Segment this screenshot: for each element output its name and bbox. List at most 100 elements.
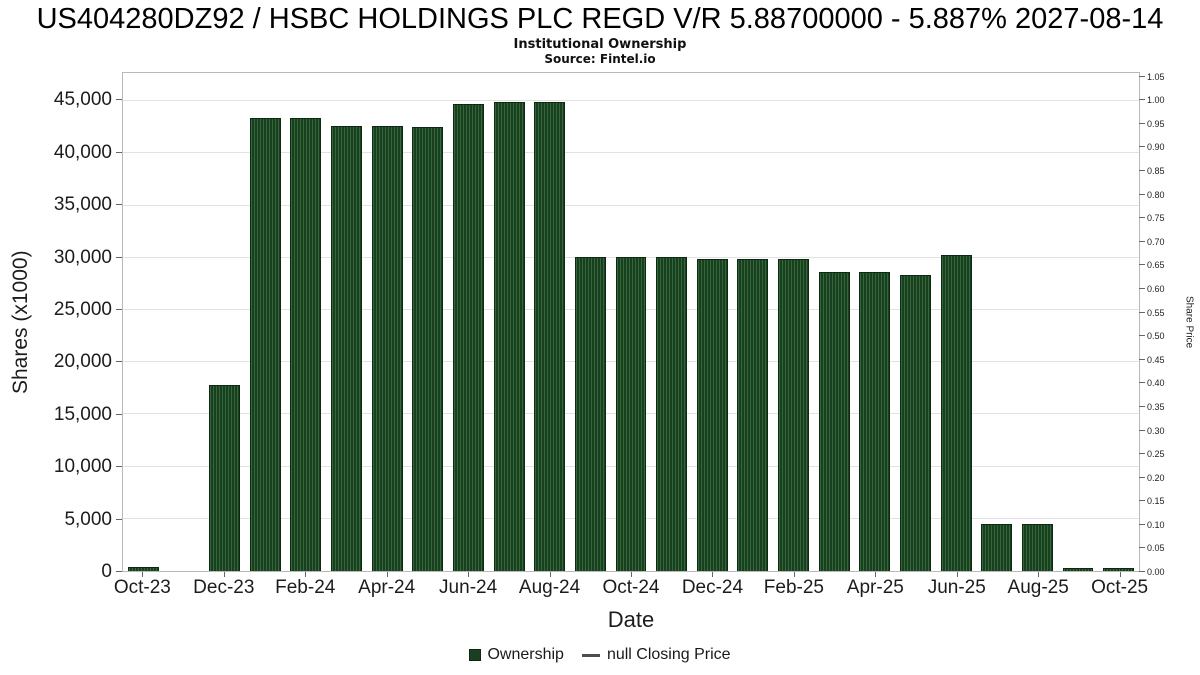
x-axis-tick-Aug-25: Aug-25 — [1007, 577, 1069, 598]
ownership-bar-Oct-25[interactable] — [1103, 567, 1135, 571]
ownership-legend-label: Ownership — [487, 646, 564, 663]
right-axis-tick-0.85: 0.85 — [1147, 166, 1165, 177]
right-axis-tick-0.10: 0.10 — [1147, 519, 1165, 530]
ownership-bar-Apr-24[interactable] — [371, 126, 403, 571]
right-axis-tick-0.75: 0.75 — [1147, 213, 1165, 224]
ownership-bar-Oct-23[interactable] — [127, 566, 159, 571]
ownership-bar-Jan-24[interactable] — [249, 117, 281, 571]
ownership-bar-Nov-24[interactable] — [656, 256, 688, 571]
ownership-bar-Jun-25[interactable] — [940, 254, 972, 571]
x-axis-tick-Oct-24: Oct-24 — [602, 577, 660, 598]
right-axis-tickmark — [1139, 429, 1145, 431]
ownership-bar-Apr-25[interactable] — [859, 272, 891, 571]
ownership-bar-May-25[interactable] — [900, 274, 931, 571]
x-axis-tickmark — [793, 572, 795, 577]
ownership-bar-Feb-24[interactable] — [290, 117, 322, 571]
right-axis-tickmark — [1139, 146, 1145, 148]
x-axis-tick-Oct-25: Oct-25 — [1091, 577, 1149, 598]
right-axis-ticks: 0.00 0.05 0.10 0.15 0.20 0.25 0.30 0.35 0.40 0.45… — [1147, 71, 1187, 577]
left-axis-tick-30,000: 30,000 — [53, 246, 112, 268]
ownership-bar-Sep-25[interactable] — [1062, 567, 1094, 571]
right-axis-tickmark — [1139, 405, 1145, 407]
x-axis-tick-Jun-24: Jun-24 — [439, 577, 498, 598]
right-axis-tick-0.70: 0.70 — [1147, 236, 1165, 247]
left-axis-tick-20,000: 20,000 — [53, 351, 112, 373]
left-axis-tickmark — [116, 466, 122, 468]
right-axis-tickmark — [1139, 217, 1145, 219]
x-axis-tickmark — [142, 572, 144, 577]
x-axis-tickmark — [549, 572, 551, 577]
ownership-bar-Aug-25[interactable] — [1021, 524, 1053, 571]
ownership-bar-Jul-24[interactable] — [493, 102, 525, 571]
x-axis-tick-Feb-24: Feb-24 — [275, 577, 336, 598]
x-axis-tick-Jun-25: Jun-25 — [927, 577, 986, 598]
x-axis-tick-Aug-24: Aug-24 — [518, 577, 581, 598]
chart-title: US404280DZ92 / HSBC HOLDINGS PLC REGD V/… — [36, 3, 1164, 35]
left-axis-tickmark — [116, 361, 122, 363]
right-axis-tickmark — [1139, 382, 1145, 384]
x-axis-tickmark — [223, 572, 225, 577]
ownership-bar-Dec-24[interactable] — [696, 258, 728, 571]
x-axis-tickmark — [468, 572, 470, 577]
right-axis-tickmark — [1139, 75, 1145, 77]
right-axis-tick-0.20: 0.20 — [1147, 472, 1165, 483]
left-axis-tick-5,000: 5,000 — [64, 508, 112, 530]
x-axis-ticks: Oct-23 Dec-23 Feb-24 Apr-24 Jun-24 Aug-24 Oct-… — [114, 577, 1148, 601]
right-axis-tickmark — [1139, 358, 1145, 360]
left-axis-tickmark — [116, 204, 122, 206]
left-axis-tick-0: 0 — [101, 561, 112, 582]
left-axis-tickmark — [116, 308, 122, 310]
right-axis-tickmark — [1139, 547, 1145, 549]
gridline-35,000 — [123, 204, 1139, 206]
right-axis-tickmark — [1139, 287, 1145, 289]
x-axis-label: Date — [607, 607, 655, 632]
x-axis-tick-Dec-24: Dec-24 — [681, 577, 744, 598]
right-axis-tickmark — [1139, 500, 1145, 502]
left-axis-tick-10,000: 10,000 — [53, 456, 112, 478]
ownership-bar-Aug-24[interactable] — [534, 102, 566, 571]
right-axis-tick-0.35: 0.35 — [1147, 401, 1165, 412]
ownership-bar-Mar-25[interactable] — [818, 272, 850, 571]
left-axis-ticks: 0 5,000 10,000 15,000 20,000 25,000 30,000 35,0… — [0, 72, 112, 582]
ownership-bar-Feb-25[interactable] — [778, 258, 809, 571]
x-axis-tickmark — [712, 572, 714, 577]
ownership-bar-Jul-25[interactable] — [981, 524, 1013, 571]
left-axis-tickmark — [116, 571, 122, 572]
right-axis-tick-0.05: 0.05 — [1147, 543, 1165, 554]
left-axis-tickmark — [116, 256, 122, 258]
right-axis-tickmark — [1139, 122, 1145, 124]
ownership-bar-Oct-24[interactable] — [615, 256, 647, 571]
right-axis-tickmark — [1139, 170, 1145, 172]
right-axis-tick-0.00: 0.00 — [1147, 567, 1165, 577]
x-axis-tickmark — [1038, 572, 1040, 577]
right-axis-tickmark — [1139, 476, 1145, 478]
left-axis-tick-25,000: 25,000 — [53, 298, 112, 320]
left-axis-tickmark — [116, 413, 122, 415]
ownership-bar-Sep-24[interactable] — [574, 256, 606, 571]
right-axis-tickmark — [1139, 571, 1145, 572]
right-axis-tickmark — [1139, 99, 1145, 101]
x-axis-tick-Apr-25: Apr-25 — [846, 577, 904, 598]
price-legend-label: null Closing Price — [606, 646, 731, 663]
right-axis-tickmark — [1139, 193, 1145, 195]
x-axis-tickmark — [875, 572, 877, 577]
right-axis-tick-0.95: 0.95 — [1147, 118, 1165, 129]
ownership-bar-Jan-25[interactable] — [737, 258, 769, 571]
right-axis-tick-1.05: 1.05 — [1147, 71, 1165, 82]
ownership-legend-swatch-icon — [469, 649, 482, 661]
ownership-bar-May-24[interactable] — [412, 127, 444, 571]
x-axis-tick-Feb-25: Feb-25 — [763, 577, 824, 598]
x-axis-tick-Apr-24: Apr-24 — [358, 577, 416, 598]
right-axis-tickmark — [1139, 264, 1145, 266]
legend: Ownership null Closing Price — [0, 646, 1200, 664]
x-axis-tickmark — [305, 572, 307, 577]
x-axis-tickmark — [386, 572, 388, 577]
ownership-bar-Jun-24[interactable] — [452, 104, 484, 571]
ownership-bar-Mar-24[interactable] — [331, 126, 362, 571]
right-axis-tick-0.25: 0.25 — [1147, 449, 1165, 460]
right-axis-tickmark — [1139, 311, 1145, 313]
ownership-bar-Dec-23[interactable] — [209, 385, 241, 571]
x-axis-tick-Oct-23: Oct-23 — [113, 577, 171, 598]
right-axis-tick-0.65: 0.65 — [1147, 260, 1165, 271]
